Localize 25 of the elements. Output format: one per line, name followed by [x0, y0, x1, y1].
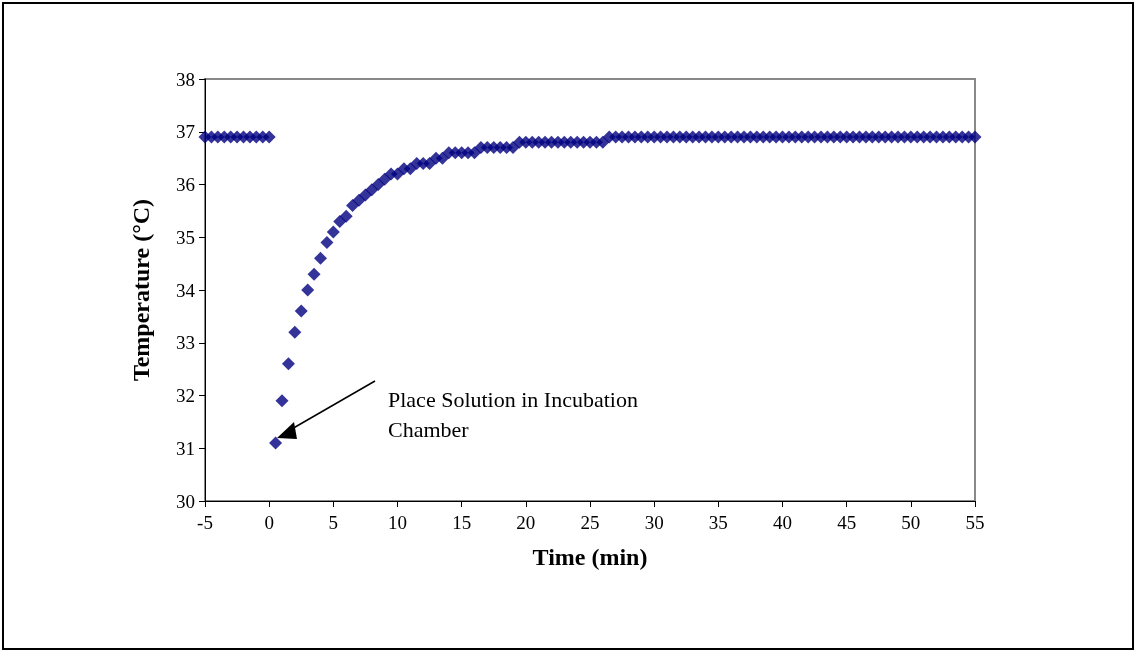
y-tick-label: 35: [176, 226, 195, 248]
x-tick-label: -5: [197, 512, 213, 533]
annotation: Place Solution in Incubation Chamber: [388, 386, 644, 442]
y-axis-title: Temperature (°C): [128, 198, 154, 382]
x-tick-label: 20: [516, 512, 536, 533]
x-axis-title: Time (min): [532, 544, 648, 570]
y-tick-label: 34: [176, 279, 196, 301]
x-tick-label: 40: [773, 512, 792, 533]
y-tick-label: 30: [176, 490, 195, 512]
y-tick-label: 38: [176, 68, 195, 90]
x-tick-label: 30: [644, 512, 664, 533]
x-tick-label: 55: [965, 512, 985, 533]
x-tick-label: 50: [901, 512, 921, 533]
y-tick-label: 31: [176, 437, 195, 459]
x-tick-label: 45: [837, 512, 857, 533]
y-tick-label: 37: [176, 121, 195, 143]
x-tick-label: 0: [264, 512, 274, 533]
x-tick-label: 15: [452, 512, 472, 533]
x-tick-label: 35: [708, 512, 728, 533]
y-tick-label: 32: [176, 385, 195, 406]
x-tick-label: 10: [388, 512, 407, 533]
x-tick-label: 25: [580, 512, 600, 533]
y-tick-label: 33: [176, 332, 195, 354]
y-tick-label: 36: [176, 174, 195, 195]
x-tick-label: 5: [328, 512, 339, 533]
